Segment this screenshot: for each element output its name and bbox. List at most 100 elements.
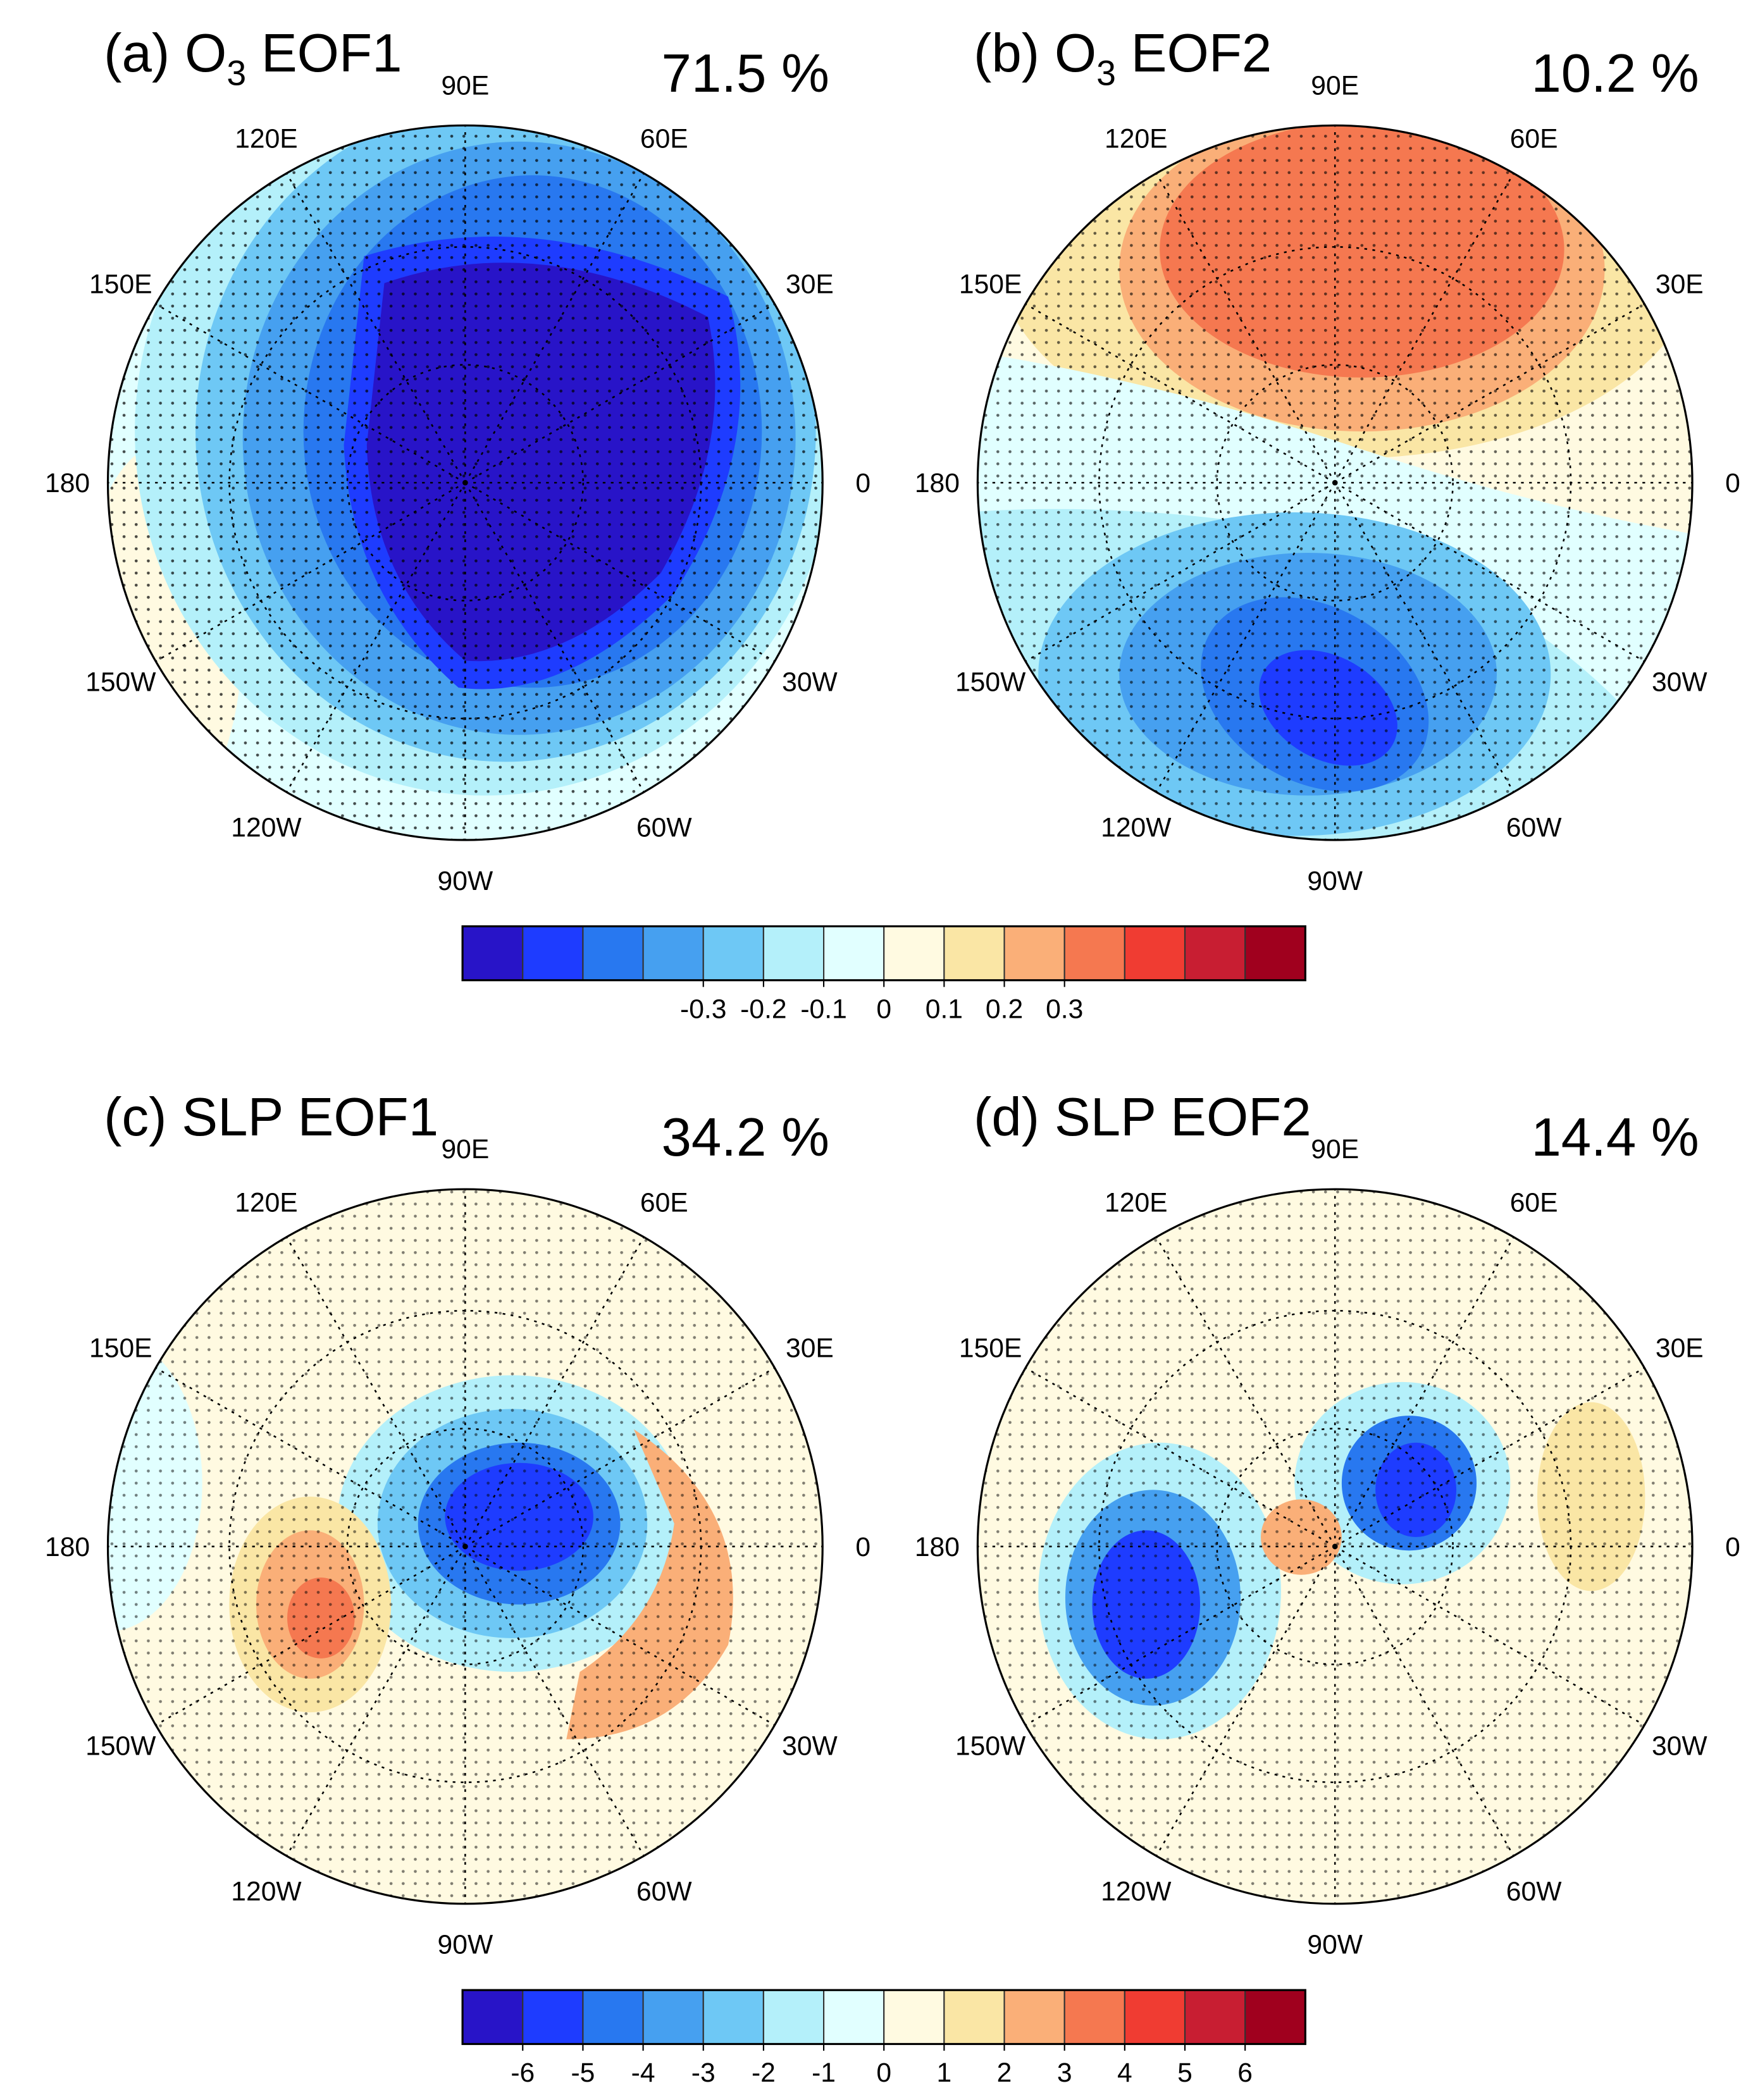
meridian [285, 1237, 466, 1547]
longitude-label: 120W [1101, 1876, 1172, 1906]
longitude-label: 90W [438, 1930, 493, 1960]
colorbar-cell [822, 925, 885, 981]
colorbar-tick-label: 5 [1177, 2058, 1192, 2088]
colorbar-cell [883, 925, 945, 981]
panel-title-text: (d) SLP EOF2 [974, 1087, 1311, 1147]
meridian [155, 1367, 466, 1548]
longitude-label: 150W [85, 1731, 156, 1761]
longitude-label: 150E [959, 1333, 1022, 1363]
colorbar-cell [1244, 925, 1306, 981]
longitude-label: 90W [1307, 866, 1363, 896]
longitude-label: 150W [955, 1731, 1026, 1761]
longitude-label: 180 [45, 1532, 90, 1562]
colorbar-cell [1003, 925, 1065, 981]
variance-explained: 34.2 % [661, 1108, 829, 1168]
longitude-label: 60W [636, 1876, 692, 1906]
longitude-label: 150W [85, 667, 156, 697]
meridian [285, 1546, 466, 1856]
colorbar-cell [1184, 925, 1246, 981]
meridian [1334, 303, 1645, 484]
meridian [155, 482, 466, 662]
variance-explained: 10.2 % [1531, 44, 1699, 104]
colorbar-tick-label: 0.1 [926, 994, 963, 1024]
colorbar-cell [462, 1989, 524, 2045]
panel-title-text: EOF1 [246, 23, 402, 83]
map-grid [976, 124, 1694, 841]
field-a [108, 125, 823, 841]
longitude-label: 30W [1652, 667, 1707, 697]
panel-title-subscript: 3 [226, 53, 246, 92]
meridian [1025, 1545, 1335, 1726]
meridian [1155, 1546, 1336, 1856]
meridian [464, 1237, 645, 1547]
meridian [1155, 173, 1336, 483]
colorbar-tick-label: -6 [511, 2058, 535, 2088]
colorbar-cell [582, 925, 644, 981]
longitude-label: 30E [786, 269, 834, 300]
longitude-label: 120E [235, 124, 298, 154]
panel-title: (c) SLP EOF1 [104, 1087, 438, 1147]
map-boundary [976, 1188, 1694, 1905]
meridian [464, 482, 776, 662]
longitude-label: 120W [1101, 813, 1172, 843]
colorbar-tick-label: 0 [876, 994, 891, 1024]
longitude-label: 60E [1510, 1187, 1558, 1218]
latitude-circle [346, 1428, 585, 1665]
longitude-label: 0 [855, 468, 870, 498]
variance-explained: 71.5 % [661, 44, 829, 104]
colorbar-cell [943, 1989, 1005, 2045]
meridian [1155, 482, 1336, 793]
latitude-circle [1216, 1428, 1454, 1665]
colorbar-cell [642, 925, 704, 981]
longitude-label: 0 [855, 1532, 870, 1562]
colorbar-tick-label: -0.1 [800, 994, 846, 1024]
colorbar-tick-label: 0.2 [986, 994, 1023, 1024]
colorbar-cell [943, 925, 1005, 981]
panel-title-text: (a) O [104, 23, 226, 83]
meridian [1334, 1546, 1515, 1856]
colorbar-tick-label: -1 [812, 2058, 836, 2088]
colorbar-cell [1003, 1989, 1065, 2045]
colorbar-tick-label: 4 [1117, 2058, 1132, 2088]
meridian [1334, 482, 1645, 662]
field-b [977, 125, 1693, 841]
colorbar-tick-label: -3 [691, 2058, 715, 2088]
colorbar-cell [1184, 1989, 1246, 2045]
panel-title-text: (b) O [974, 23, 1096, 83]
longitude-label: 180 [45, 468, 90, 498]
meridian [464, 1545, 776, 1726]
panel-title-text: (c) SLP EOF1 [104, 1087, 438, 1147]
colorbar-cell [762, 1989, 825, 2045]
colorbar-tick-label: -0.2 [740, 994, 786, 1024]
meridian [1334, 173, 1515, 483]
colorbar-cell [462, 925, 524, 981]
colorbar-cell [702, 925, 764, 981]
meridian [464, 1367, 776, 1548]
longitude-label: 90E [1311, 70, 1359, 101]
field-c [108, 1189, 823, 1904]
meridian [1334, 482, 1515, 793]
longitude-label: 90W [438, 866, 493, 896]
colorbar-tick-label: -2 [752, 2058, 776, 2088]
colorbar-tick-label: 0 [876, 2058, 891, 2088]
longitude-label: 60W [1506, 1876, 1562, 1906]
longitude-label: 150W [955, 667, 1026, 697]
longitude-label: 90E [1311, 1134, 1359, 1164]
meridian [1025, 482, 1335, 662]
longitude-label: 30E [1656, 1333, 1704, 1363]
meridian [1334, 1237, 1515, 1547]
panel-title: (a) O3 EOF1 [104, 23, 402, 92]
panel-title: (d) SLP EOF2 [974, 1087, 1311, 1147]
meridian [155, 303, 466, 484]
longitude-label: 120E [1105, 124, 1168, 154]
panel-title-subscript: 3 [1096, 53, 1116, 92]
colorbar-tick-label: -4 [631, 2058, 655, 2088]
longitude-label: 30E [786, 1333, 834, 1363]
field-d [977, 1189, 1693, 1904]
meridian [285, 173, 466, 483]
colorbar-tick-label: 0.3 [1046, 994, 1083, 1024]
colorbar-cell [1063, 1989, 1125, 2045]
colorbar-cell [883, 1989, 945, 2045]
